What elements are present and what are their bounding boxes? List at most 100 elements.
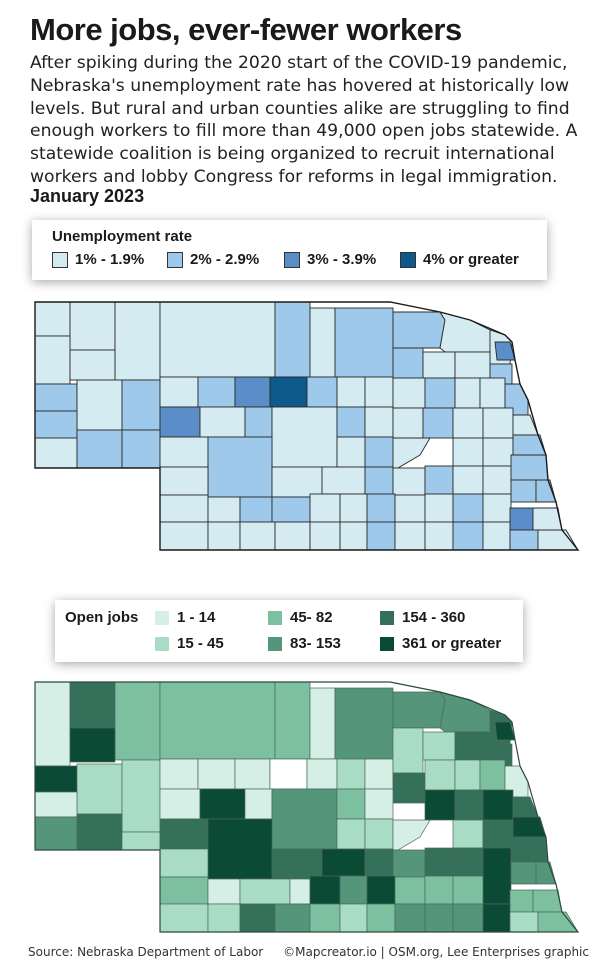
county <box>239 903 276 933</box>
nebraska-outline <box>34 301 580 551</box>
county <box>424 377 456 409</box>
county <box>512 816 547 838</box>
county <box>197 376 236 408</box>
county <box>366 493 396 523</box>
county <box>271 496 311 523</box>
legend-swatch <box>380 610 394 625</box>
legend-label: 361 or greater <box>402 635 502 652</box>
county <box>34 410 78 439</box>
county <box>309 307 336 378</box>
county <box>159 521 209 551</box>
county <box>334 687 394 760</box>
county <box>482 789 514 821</box>
county <box>207 818 273 880</box>
county <box>334 307 394 378</box>
county <box>392 819 431 851</box>
credit-note: ©Mapcreator.io | OSM.org, Lee Enterprise… <box>283 945 589 959</box>
county <box>512 414 539 436</box>
open-jobs-legend-item: 1 - 14 <box>155 609 215 626</box>
county <box>452 819 484 849</box>
county <box>482 521 511 551</box>
county <box>454 759 481 791</box>
legend-swatch <box>155 636 169 651</box>
county <box>509 911 539 933</box>
county <box>159 466 209 496</box>
county <box>159 436 209 468</box>
county <box>34 301 71 337</box>
county <box>34 816 78 851</box>
legend-swatch <box>52 251 68 268</box>
county <box>424 493 454 523</box>
county <box>269 376 308 408</box>
county <box>424 875 454 905</box>
unemployment-legend-item: 4% or greater <box>400 251 519 268</box>
county <box>339 903 368 933</box>
county <box>121 759 161 833</box>
county <box>76 379 123 431</box>
county <box>482 465 512 495</box>
open-jobs-legend-item: 154 - 360 <box>380 609 465 626</box>
county <box>309 687 336 760</box>
county <box>197 758 236 790</box>
unemployment-legend-title: Unemployment rate <box>52 228 193 245</box>
county <box>394 876 426 905</box>
county <box>392 407 424 439</box>
county <box>364 818 394 850</box>
county <box>309 521 341 551</box>
county <box>114 681 161 761</box>
county <box>207 436 273 498</box>
county <box>394 521 426 551</box>
county <box>482 903 511 933</box>
county <box>336 376 366 408</box>
county <box>392 727 424 774</box>
county <box>454 789 484 821</box>
county <box>537 529 579 551</box>
county <box>422 407 454 439</box>
county <box>482 493 512 523</box>
open-jobs-legend-item: 15 - 45 <box>155 635 224 652</box>
county <box>321 848 366 877</box>
county <box>159 848 209 878</box>
county <box>452 407 484 439</box>
county <box>207 878 241 905</box>
county <box>424 903 454 933</box>
county <box>34 335 71 385</box>
county <box>364 788 394 820</box>
legend-swatch <box>155 610 169 625</box>
county <box>274 521 311 551</box>
county <box>274 903 311 933</box>
county <box>537 911 579 933</box>
county <box>424 789 456 821</box>
county <box>482 407 514 439</box>
county <box>244 406 273 438</box>
county <box>239 496 273 523</box>
county <box>34 383 78 412</box>
unemployment-legend-item: 3% - 3.9% <box>284 251 376 268</box>
date-subtitle: January 2023 <box>30 186 145 206</box>
unemployment-legend-item: 1% - 1.9% <box>52 251 144 268</box>
county <box>454 377 481 409</box>
county <box>510 861 537 885</box>
county <box>159 301 276 378</box>
legend-label: 15 - 45 <box>177 635 224 652</box>
graphic-title: More jobs, ever-fewer workers <box>30 12 462 47</box>
county <box>199 788 246 820</box>
county <box>271 788 338 850</box>
county <box>234 758 271 790</box>
open-jobs-legend-title: Open jobs <box>65 609 139 626</box>
legend-swatch <box>268 636 282 651</box>
county <box>244 788 273 820</box>
county <box>159 406 201 438</box>
county <box>69 727 116 763</box>
county <box>439 691 491 733</box>
legend-label: 2% - 2.9% <box>190 251 260 268</box>
county <box>394 903 426 933</box>
open-jobs-legend: Open jobs 1 - 14 15 - 45 45- 82 83- 153 … <box>55 600 523 662</box>
county <box>422 351 456 379</box>
county <box>306 376 338 408</box>
county <box>452 465 484 495</box>
county <box>479 377 506 409</box>
legend-label: 1 - 14 <box>177 609 216 626</box>
county <box>392 377 426 409</box>
county <box>336 406 366 438</box>
